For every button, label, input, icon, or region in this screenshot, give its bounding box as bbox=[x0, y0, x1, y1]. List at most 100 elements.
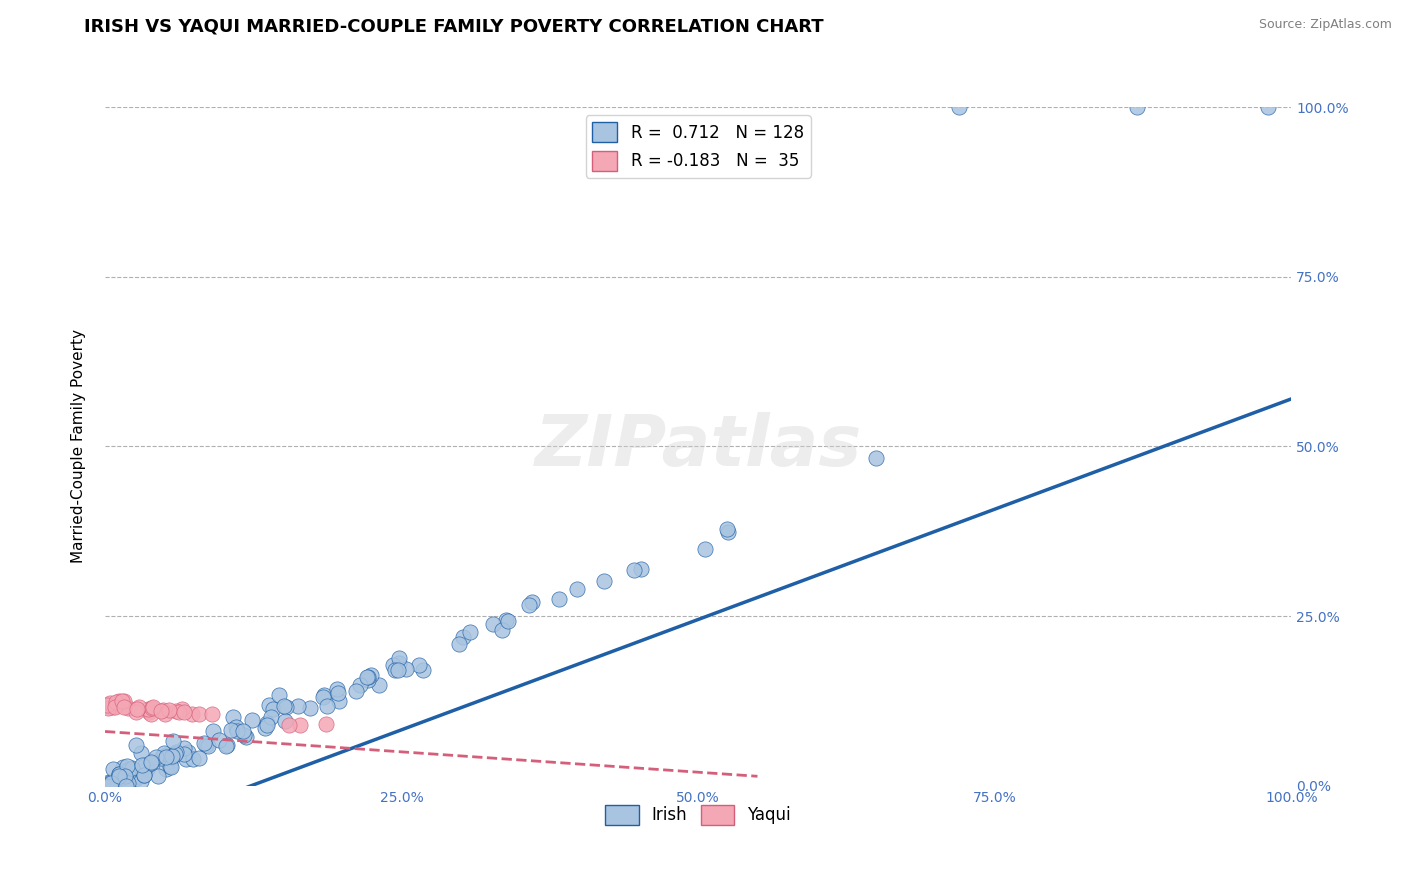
Irish bbox=[316, 699, 339, 714]
Irish bbox=[314, 688, 336, 702]
Irish bbox=[100, 774, 122, 789]
Irish bbox=[326, 685, 349, 699]
Irish bbox=[623, 563, 645, 577]
Irish bbox=[188, 750, 211, 764]
Irish bbox=[520, 595, 543, 609]
Yaqui bbox=[153, 706, 176, 721]
Irish bbox=[150, 751, 173, 765]
Irish bbox=[124, 769, 146, 783]
Irish bbox=[408, 658, 430, 673]
Yaqui bbox=[112, 693, 135, 707]
Irish bbox=[107, 767, 129, 781]
Irish bbox=[274, 700, 297, 714]
Irish bbox=[132, 768, 155, 782]
Irish bbox=[136, 762, 159, 776]
Irish bbox=[225, 720, 247, 734]
Yaqui bbox=[139, 706, 162, 721]
Irish bbox=[181, 752, 204, 766]
Irish bbox=[1126, 100, 1149, 114]
Irish bbox=[357, 673, 380, 688]
Yaqui bbox=[288, 717, 311, 731]
Irish bbox=[240, 713, 263, 727]
Irish bbox=[1257, 100, 1279, 114]
Irish bbox=[235, 731, 257, 745]
Irish bbox=[160, 759, 183, 773]
Yaqui bbox=[150, 704, 173, 718]
Yaqui bbox=[277, 717, 299, 731]
Irish bbox=[482, 617, 505, 632]
Yaqui bbox=[152, 703, 174, 717]
Irish bbox=[447, 636, 470, 650]
Yaqui bbox=[104, 699, 127, 714]
Irish bbox=[287, 698, 309, 713]
Irish bbox=[173, 747, 195, 761]
Irish bbox=[256, 717, 278, 731]
Irish bbox=[630, 562, 652, 576]
Irish bbox=[222, 710, 245, 724]
Legend: Irish, Yaqui: Irish, Yaqui bbox=[599, 798, 797, 831]
Irish bbox=[105, 779, 128, 793]
Irish bbox=[121, 763, 143, 777]
Irish bbox=[129, 764, 152, 778]
Yaqui bbox=[114, 699, 136, 714]
Yaqui bbox=[170, 701, 193, 715]
Text: ZIPatlas: ZIPatlas bbox=[534, 412, 862, 481]
Irish bbox=[163, 747, 186, 761]
Irish bbox=[496, 614, 519, 628]
Irish bbox=[166, 745, 188, 759]
Irish bbox=[145, 750, 167, 764]
Irish bbox=[382, 658, 405, 673]
Irish bbox=[139, 755, 162, 769]
Yaqui bbox=[98, 696, 121, 710]
Irish bbox=[127, 769, 149, 783]
Yaqui bbox=[142, 700, 165, 714]
Yaqui bbox=[111, 694, 134, 708]
Irish bbox=[131, 758, 153, 772]
Yaqui bbox=[157, 703, 180, 717]
Irish bbox=[125, 738, 148, 752]
Irish bbox=[349, 678, 371, 692]
Irish bbox=[226, 723, 249, 737]
Irish bbox=[253, 721, 276, 735]
Irish bbox=[148, 769, 170, 783]
Irish bbox=[112, 760, 135, 774]
Irish bbox=[458, 625, 481, 640]
Irish bbox=[117, 776, 139, 790]
Irish bbox=[344, 683, 367, 698]
Y-axis label: Married-Couple Family Poverty: Married-Couple Family Poverty bbox=[72, 329, 86, 564]
Irish bbox=[100, 776, 122, 790]
Yaqui bbox=[188, 706, 211, 721]
Irish bbox=[388, 656, 411, 670]
Irish bbox=[274, 714, 297, 728]
Irish bbox=[105, 779, 128, 793]
Irish bbox=[717, 525, 740, 540]
Irish bbox=[134, 768, 156, 782]
Yaqui bbox=[138, 705, 160, 719]
Irish bbox=[865, 450, 887, 465]
Irish bbox=[716, 522, 738, 536]
Irish bbox=[260, 710, 283, 724]
Irish bbox=[384, 663, 406, 677]
Irish bbox=[273, 699, 295, 714]
Irish bbox=[208, 733, 231, 747]
Irish bbox=[103, 779, 125, 793]
Yaqui bbox=[136, 702, 159, 716]
Irish bbox=[225, 723, 247, 738]
Irish bbox=[114, 769, 136, 783]
Irish bbox=[412, 663, 434, 677]
Irish bbox=[160, 749, 183, 764]
Irish bbox=[517, 599, 540, 613]
Irish bbox=[367, 677, 389, 691]
Irish bbox=[202, 724, 225, 739]
Yaqui bbox=[117, 701, 139, 715]
Irish bbox=[159, 754, 181, 768]
Irish bbox=[215, 738, 238, 752]
Yaqui bbox=[141, 700, 163, 714]
Yaqui bbox=[128, 700, 150, 714]
Irish bbox=[124, 772, 146, 787]
Irish bbox=[103, 762, 125, 776]
Irish bbox=[328, 694, 350, 708]
Irish bbox=[491, 623, 513, 637]
Yaqui bbox=[201, 706, 224, 721]
Irish bbox=[107, 767, 129, 781]
